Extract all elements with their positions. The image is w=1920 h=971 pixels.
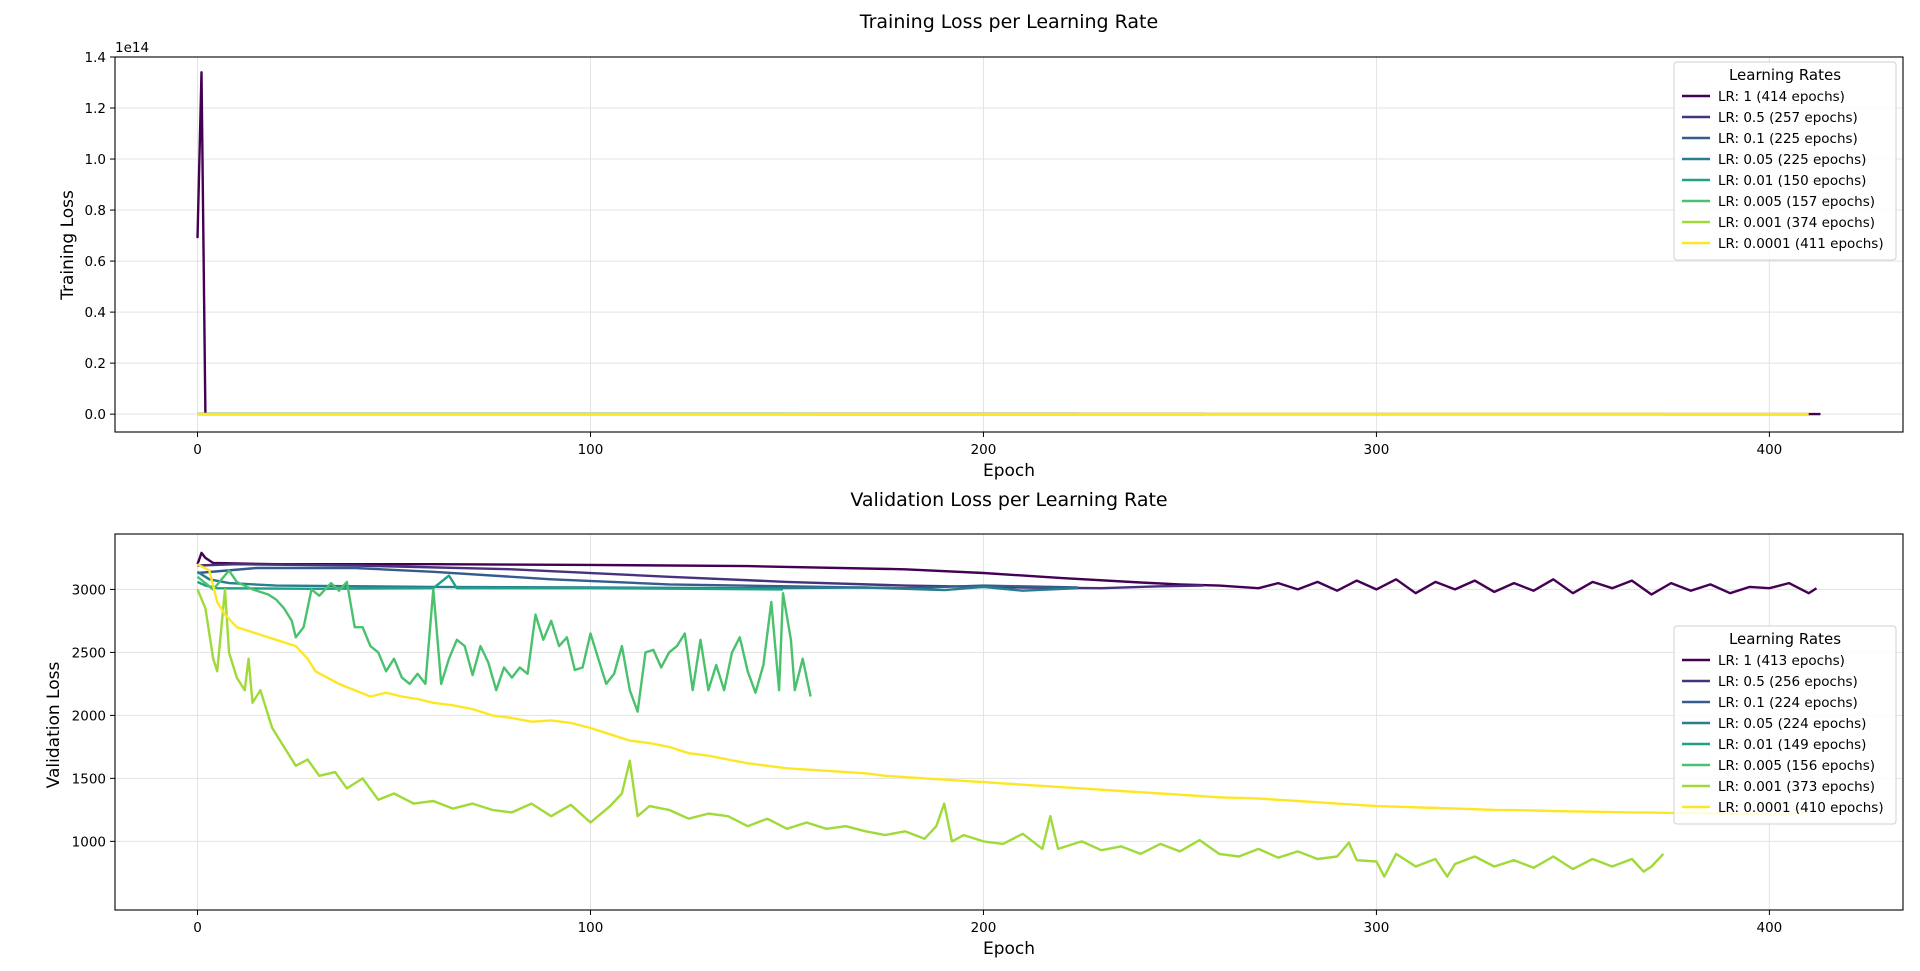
- y-tick-label: 2500: [72, 645, 106, 661]
- series-line-6: [196, 588, 1665, 878]
- legend: Learning Rates LR: 1 (414 epochs) LR: 0.5 …: [1673, 61, 1897, 261]
- y-tick-label: 1000: [72, 834, 106, 850]
- series-line-1: [197, 563, 1204, 590]
- legend-entry: LR: 0.01 (150 epochs): [1718, 173, 1866, 189]
- y-tick-label: 1.4: [85, 50, 106, 66]
- grid: [115, 56, 1903, 432]
- legend-entry: LR: 0.001 (373 epochs): [1718, 779, 1875, 795]
- legend-title: Learning Rates: [1729, 66, 1841, 84]
- legend-entry: LR: 0.5 (256 epochs): [1718, 674, 1858, 690]
- legend-entry: LR: 0.005 (157 epochs): [1718, 194, 1875, 210]
- legend-entry: LR: 0.5 (257 epochs): [1718, 110, 1858, 126]
- y-tick-label: 1.2: [85, 101, 106, 117]
- y-tick-label: 0.2: [85, 356, 106, 372]
- training-loss-chart: Training Loss per Learning Rate 0 100 200 3…: [58, 11, 1904, 481]
- x-tick-label: 300: [1364, 442, 1390, 458]
- x-axis-label: Epoch: [983, 939, 1035, 959]
- legend-entry: LR: 0.0001 (410 epochs): [1718, 800, 1884, 816]
- y-tick-label: 0.0: [85, 407, 106, 423]
- chart-title: Validation Loss per Learning Rate: [850, 489, 1167, 511]
- legend-entry: LR: 1 (413 epochs): [1718, 653, 1845, 669]
- x-tick-label: 400: [1757, 442, 1783, 458]
- legend-entry: LR: 0.0001 (411 epochs): [1718, 236, 1884, 252]
- x-tick-label: 400: [1757, 920, 1783, 936]
- x-tick-label: 300: [1364, 920, 1390, 936]
- y-axis-label: Validation Loss: [44, 662, 64, 789]
- legend-title: Learning Rates: [1729, 630, 1841, 648]
- y-offset-text: 1e14: [115, 40, 149, 56]
- legend: Learning Rates LR: 1 (413 epochs) LR: 0.5 …: [1673, 625, 1897, 825]
- y-tick-label: 1500: [72, 771, 106, 787]
- legend-box: [1673, 625, 1897, 825]
- x-tick-label: 100: [578, 920, 604, 936]
- y-tick-label: 3000: [72, 582, 106, 598]
- legend-entry: LR: 0.05 (225 epochs): [1718, 152, 1866, 168]
- validation-loss-chart: Validation Loss per Learning Rate 0 100 20…: [44, 489, 1904, 959]
- chart-title: Training Loss per Learning Rate: [859, 11, 1158, 33]
- x-tick-label: 0: [193, 920, 202, 936]
- y-tick-label: 0.6: [85, 254, 106, 270]
- y-axis: 0.0 0.2 0.4 0.6 0.8 1.0 1.2 1.4: [85, 50, 115, 423]
- legend-entry: LR: 0.005 (156 epochs): [1718, 758, 1875, 774]
- plot-frame: [114, 533, 1904, 911]
- legend-entry: LR: 0.1 (224 epochs): [1718, 695, 1858, 711]
- y-tick-label: 0.4: [85, 305, 106, 321]
- y-tick-label: 0.8: [85, 203, 106, 219]
- series-line-5: [196, 569, 812, 713]
- x-tick-label: 200: [971, 442, 997, 458]
- legend-entry: LR: 0.1 (225 epochs): [1718, 131, 1858, 147]
- legend-entry: LR: 1 (414 epochs): [1718, 89, 1845, 105]
- y-tick-label: 1.0: [85, 152, 106, 168]
- x-axis-label: Epoch: [983, 461, 1035, 481]
- series-line-7: [196, 563, 1809, 816]
- x-axis: 0 100 200 300 400: [193, 910, 1782, 936]
- series-layer: [196, 71, 1821, 416]
- legend-entry: LR: 0.05 (224 epochs): [1718, 716, 1866, 732]
- series-line-2: [197, 566, 1078, 590]
- series-layer: [196, 551, 1818, 878]
- y-axis: 1000 1500 2000 2500 3000: [72, 582, 115, 850]
- series-line-0: [196, 551, 1818, 596]
- x-tick-label: 100: [578, 442, 604, 458]
- legend-entry: LR: 0.001 (374 epochs): [1718, 215, 1875, 231]
- y-tick-label: 2000: [72, 708, 106, 724]
- legend-box: [1673, 61, 1897, 261]
- y-axis-label: Training Loss: [58, 190, 78, 301]
- x-axis: 0 100 200 300 400: [193, 432, 1782, 458]
- x-tick-label: 200: [971, 920, 997, 936]
- x-tick-label: 0: [193, 442, 202, 458]
- legend-entry: LR: 0.01 (149 epochs): [1718, 737, 1866, 753]
- plot-frame: [114, 56, 1904, 433]
